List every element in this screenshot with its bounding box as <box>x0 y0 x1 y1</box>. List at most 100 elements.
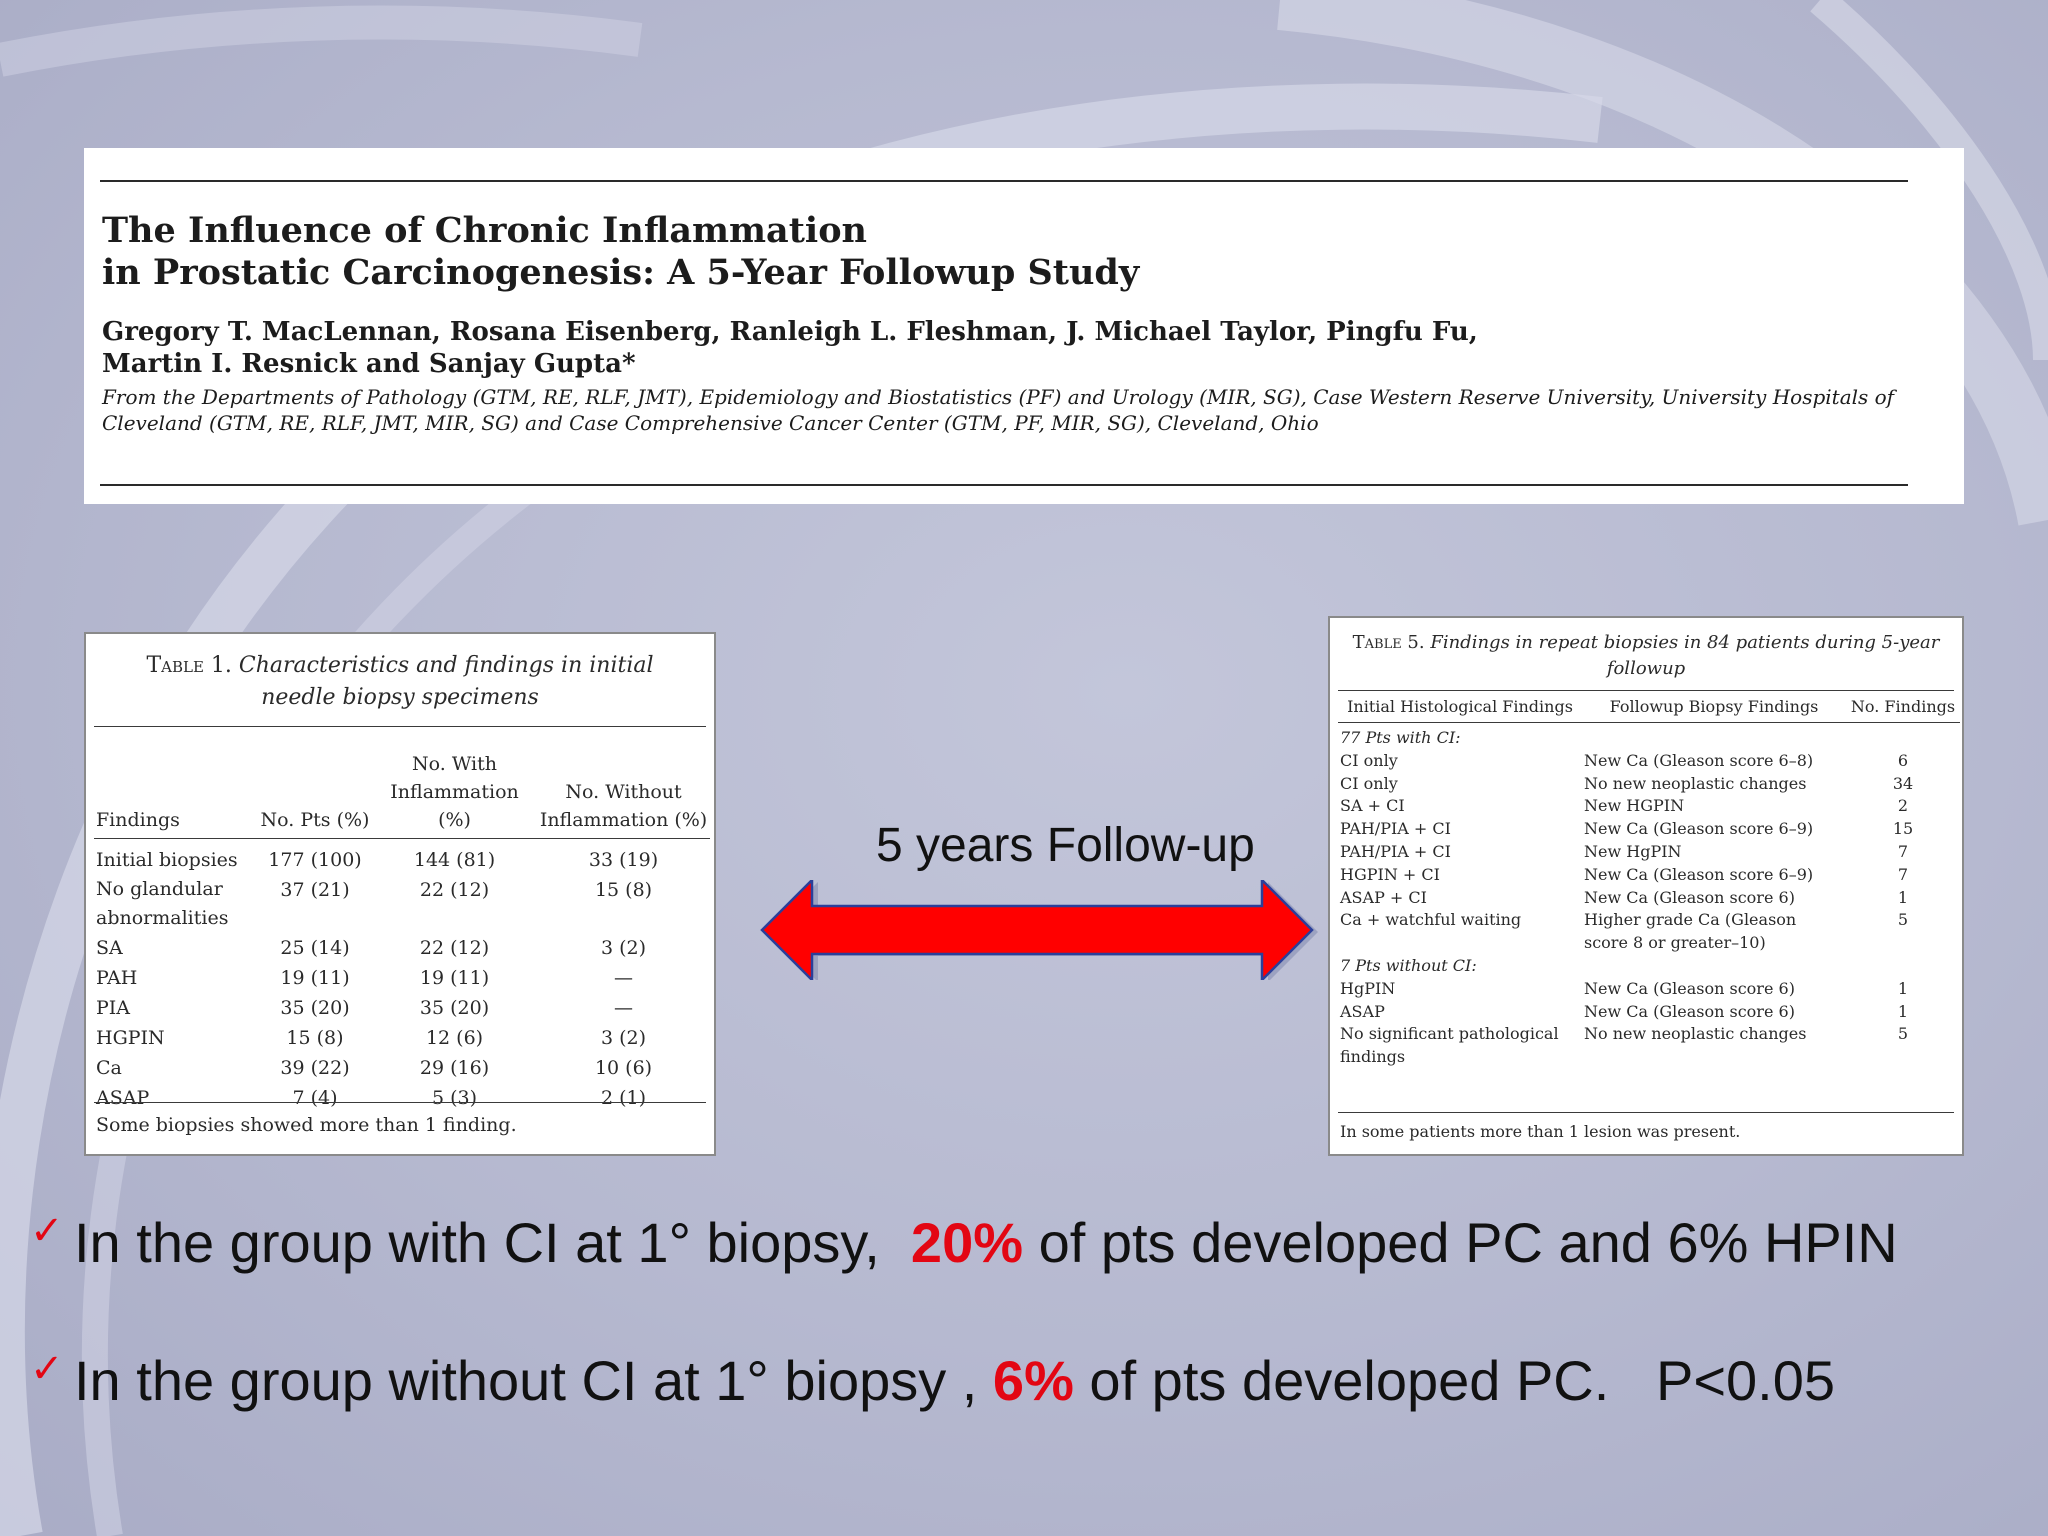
table-cell: 35 (20) <box>280 997 350 1019</box>
bullet-highlight: 20% <box>910 1211 1024 1274</box>
table-1-header: Findings <box>96 809 180 831</box>
table-cell: CI only <box>1340 773 1398 793</box>
table-1: Findings No. Pts (%) No. With Inflammati… <box>94 746 710 1113</box>
table-cell: Ca <box>96 1057 122 1079</box>
table-cell: No significant pathological findings <box>1340 1024 1559 1067</box>
table-cell: HGPIN + CI <box>1340 864 1440 884</box>
bullet-text: In the group without CI at 1° biopsy , <box>74 1349 993 1412</box>
table-cell: 2 (1) <box>601 1087 647 1109</box>
table-cell: 19 (11) <box>419 967 490 989</box>
table-cell: 2 <box>1897 796 1909 816</box>
table-cell: PAH/PIA + CI <box>1340 841 1451 861</box>
table-cell: 15 (8) <box>286 1027 344 1049</box>
table-cell: 22 (12) <box>419 937 490 959</box>
double-arrow-icon <box>760 880 1318 980</box>
table-cell: New Ca (Gleason score 6) <box>1584 887 1795 907</box>
table-cell: 1 <box>1897 1001 1909 1021</box>
bullet-with-ci: ✓ In the group with CI at 1° biopsy, 20% … <box>30 1208 1898 1275</box>
table-group-label: 77 Pts with CI: <box>1340 728 1461 747</box>
table-cell: New Ca (Gleason score 6) <box>1584 1001 1795 1021</box>
table-row: PAH/PIA + CI New Ca (Gleason score 6–9) 15 <box>1338 818 1960 841</box>
table-row: CI only No new neoplastic changes 34 <box>1338 773 1960 796</box>
table-row: HgPIN New Ca (Gleason score 6) 1 <box>1338 978 1960 1001</box>
table-1-header: No. Pts (%) <box>260 809 370 831</box>
table-cell: SA <box>96 937 123 959</box>
table-row: PAH 19 (11) 19 (11) — <box>94 963 710 993</box>
table-5-header: Initial Histological Findings <box>1347 697 1573 716</box>
table-cell: 1 <box>1897 978 1909 998</box>
table-row: SA + CI New HGPIN 2 <box>1338 795 1960 818</box>
table-cell: 144 (81) <box>413 849 496 871</box>
table-cell: 177 (100) <box>268 849 362 871</box>
table-cell: 6 <box>1897 750 1909 770</box>
table-1-header: No. Without Inflammation (%) <box>539 781 708 831</box>
table-1-footnote: Some biopsies showed more than 1 finding… <box>96 1114 517 1136</box>
table-5-bottom-rule <box>1338 1112 1954 1113</box>
table-cell: No new neoplastic changes <box>1584 773 1807 793</box>
checkmark-icon: ✓ <box>30 1209 64 1253</box>
table-cell: No new neoplastic changes <box>1584 1024 1807 1044</box>
table-row: No glandular abnormalities 37 (21) 22 (12)… <box>94 875 710 933</box>
table-cell: — <box>614 967 634 989</box>
table-cell: 12 (6) <box>425 1027 484 1049</box>
table-cell: New Ca (Gleason score 6–9) <box>1584 819 1814 839</box>
table-row: Ca 39 (22) 29 (16) 10 (6) <box>94 1053 710 1083</box>
title-line-1: The Influence of Chronic Inflammation <box>102 210 867 251</box>
table-group-label: 7 Pts without CI: <box>1340 955 1477 975</box>
table-5-header: No. Findings <box>1850 697 1956 716</box>
table-cell: HgPIN <box>1340 978 1396 998</box>
table-row: CI only New Ca (Gleason score 6–8) 6 <box>1338 750 1960 773</box>
table-5-caption: Table 5. Findings in repeat biopsies in … <box>1350 630 1942 682</box>
table-cell: Ca + watchful waiting <box>1340 910 1522 930</box>
table-cell: New Ca (Gleason score 6–9) <box>1584 864 1814 884</box>
table-cell: ASAP + CI <box>1340 887 1427 907</box>
table-cell: PAH <box>96 967 138 989</box>
table-1-caption-lead: Table 1. <box>146 653 232 678</box>
bullet-without-ci: ✓ In the group without CI at 1° biopsy , … <box>30 1346 1835 1413</box>
article-authors: Gregory T. MacLennan, Rosana Eisenberg, … <box>102 316 1478 380</box>
table-cell: 25 (14) <box>280 937 350 959</box>
table-cell: 29 (16) <box>419 1057 490 1079</box>
table-cell: New Ca (Gleason score 6) <box>1584 978 1795 998</box>
table-group-row: 7 Pts without CI: <box>1338 955 1960 978</box>
table-5-caption-text: Findings in repeat biopsies in 84 patien… <box>1430 632 1940 679</box>
table-cell: 39 (22) <box>280 1057 350 1079</box>
table-cell: 1 <box>1897 887 1909 907</box>
table-row: ASAP + CI New Ca (Gleason score 6) 1 <box>1338 887 1960 910</box>
table-1-caption-text: Characteristics and findings in initial … <box>238 653 654 710</box>
table-cell: 7 <box>1897 864 1909 884</box>
table-cell: Initial biopsies <box>96 849 238 871</box>
table-cell: ASAP <box>96 1087 150 1109</box>
table-5: Initial Histological Findings Followup B… <box>1338 692 1960 1069</box>
table-row: Ca + watchful waiting Higher grade Ca (Gl… <box>1338 909 1960 955</box>
table-cell: 37 (21) <box>280 879 350 901</box>
table-cell: 22 (12) <box>419 879 490 901</box>
table-cell: 15 <box>1892 819 1914 839</box>
table-row: Initial biopsies 177 (100) 144 (81) 33 (19) <box>94 839 710 876</box>
table-cell: 7 (4) <box>292 1087 338 1109</box>
table-cell: SA + CI <box>1340 796 1405 816</box>
table-row: HGPIN 15 (8) 12 (6) 3 (2) <box>94 1023 710 1053</box>
table-cell: 33 (19) <box>588 849 659 871</box>
table-cell: 35 (20) <box>419 997 490 1019</box>
table-cell: CI only <box>1340 750 1398 770</box>
table-cell: Higher grade Ca (Gleason score 8 or grea… <box>1584 910 1797 953</box>
table-1-clip: Table 1. Characteristics and findings in… <box>84 632 716 1156</box>
article-header-clip: The Influence of Chronic Inflammation in… <box>84 148 1964 504</box>
table-1-top-rule <box>94 726 706 727</box>
table-cell: 15 (8) <box>594 879 653 901</box>
table-cell: No glandular abnormalities <box>96 878 229 929</box>
table-cell: PAH/PIA + CI <box>1340 819 1451 839</box>
table-5-clip: Table 5. Findings in repeat biopsies in … <box>1328 616 1964 1156</box>
authors-line-2: Martin I. Resnick and Sanjay Gupta* <box>102 349 636 379</box>
table-1-caption: Table 1. Characteristics and findings in… <box>106 650 694 714</box>
table-1-header: No. With Inflammation (%) <box>390 753 519 831</box>
table-cell: 5 <box>1897 1024 1909 1044</box>
bottom-rule <box>100 484 1908 486</box>
table-row: No significant pathological findings No n… <box>1338 1023 1960 1069</box>
table-cell: 10 (6) <box>594 1057 653 1079</box>
table-cell: 3 (2) <box>601 937 647 959</box>
bullet-text: In the group with CI at 1° biopsy, <box>74 1211 911 1274</box>
table-cell: — <box>614 997 634 1019</box>
table-cell: New HgPIN <box>1584 841 1682 861</box>
